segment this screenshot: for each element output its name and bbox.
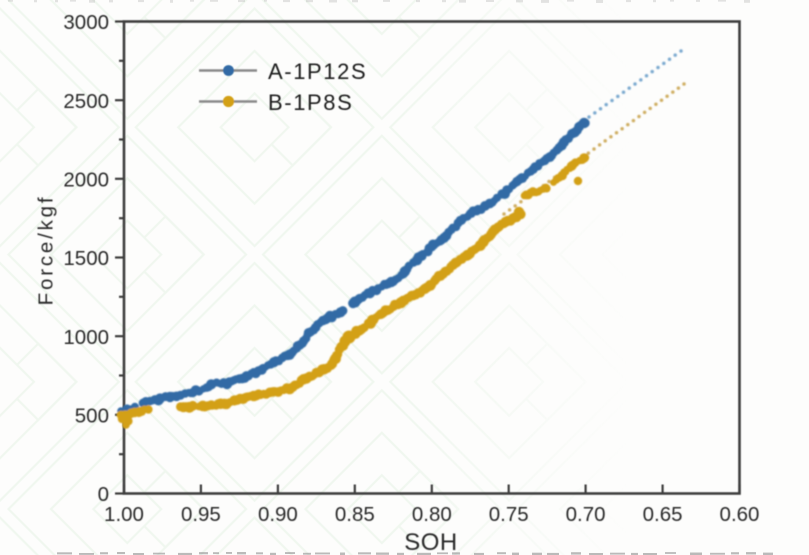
svg-text:1.00: 1.00 xyxy=(104,503,144,526)
svg-text:0.85: 0.85 xyxy=(335,503,375,526)
svg-text:A-1P12S: A-1P12S xyxy=(268,59,367,84)
svg-text:1500: 1500 xyxy=(63,247,109,270)
svg-text:1000: 1000 xyxy=(63,326,109,349)
svg-text:0.60: 0.60 xyxy=(720,503,760,526)
svg-text:0: 0 xyxy=(98,483,109,506)
svg-text:Force/kgf: Force/kgf xyxy=(35,195,58,306)
svg-text:3000: 3000 xyxy=(63,11,109,34)
svg-text:B-1P8S: B-1P8S xyxy=(268,90,353,115)
svg-text:0.80: 0.80 xyxy=(412,503,452,526)
svg-text:500: 500 xyxy=(75,404,109,427)
svg-text:SOH: SOH xyxy=(404,529,458,555)
svg-text:2000: 2000 xyxy=(63,168,109,191)
svg-text:2500: 2500 xyxy=(63,90,109,113)
svg-text:0.65: 0.65 xyxy=(643,503,683,526)
svg-text:0.70: 0.70 xyxy=(566,503,606,526)
svg-text:0.75: 0.75 xyxy=(489,503,529,526)
svg-text:0.90: 0.90 xyxy=(258,503,298,526)
svg-text:0.95: 0.95 xyxy=(181,503,221,526)
